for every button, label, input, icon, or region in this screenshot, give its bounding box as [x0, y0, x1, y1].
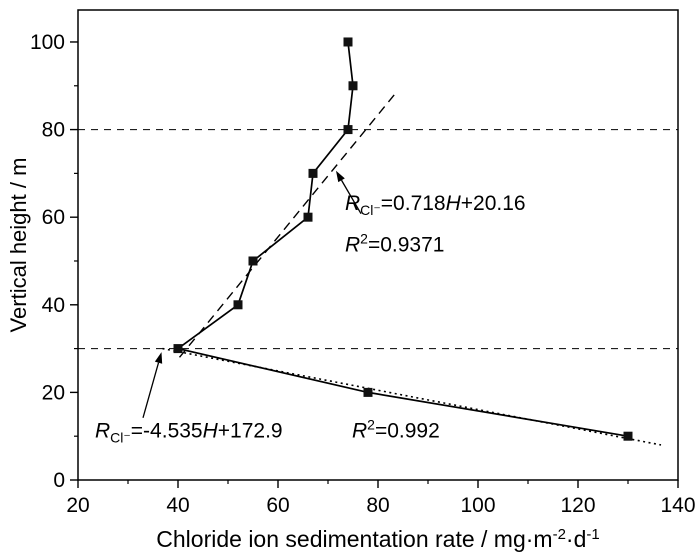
lower-fit-arrow-head	[154, 352, 163, 364]
data-point-marker	[343, 125, 353, 135]
data-point-marker	[308, 168, 318, 178]
y-axis-tick-label: 60	[42, 206, 65, 229]
data-point-marker	[363, 387, 373, 397]
lower-fit-equation: RCl⁻=-4.535H+172.9	[95, 420, 283, 446]
upper-fit-line	[178, 94, 396, 358]
y-axis-title: Vertical height / m	[6, 158, 31, 333]
y-axis-tick-label: 40	[42, 294, 65, 317]
x-axis-tick-label: 80	[366, 494, 389, 517]
lower-fit-arrow-shaft	[142, 362, 160, 418]
data-point-marker	[303, 212, 313, 222]
upper-fit-equation: RCl⁻=0.718H+20.16	[345, 192, 526, 218]
chloride-sedimentation-profile-line	[175, 41, 629, 438]
upper-fit-arrow-shaft	[340, 179, 362, 215]
y-axis-tick-label: 0	[53, 469, 65, 492]
data-point-marker	[343, 37, 353, 47]
data-point-marker	[233, 300, 243, 310]
y-axis-tick-label: 20	[42, 381, 65, 404]
x-axis-tick-label: 60	[266, 494, 289, 517]
y-axis-tick-label: 80	[42, 119, 65, 142]
x-axis-tick-label: 140	[660, 494, 695, 517]
data-point-marker	[173, 344, 183, 354]
data-point-marker	[623, 431, 633, 441]
x-axis-tick-label: 40	[166, 494, 189, 517]
lower-fit-line	[162, 347, 662, 446]
x-axis-tick-label: 100	[460, 494, 495, 517]
upper-fit-r2: R2=0.9371	[345, 230, 444, 256]
x-axis-tick-label: 20	[66, 494, 89, 517]
data-point-marker	[348, 81, 358, 91]
y-axis-tick-label: 100	[30, 31, 65, 54]
x-axis-tick-label: 120	[560, 494, 595, 517]
upper-fit-arrow-head	[336, 170, 345, 183]
data-point-marker	[248, 256, 258, 266]
lower-fit-r2: R2=0.992	[352, 417, 440, 443]
x-axis-title: Chloride ion sedimentation rate / mg·m-2…	[156, 526, 599, 552]
